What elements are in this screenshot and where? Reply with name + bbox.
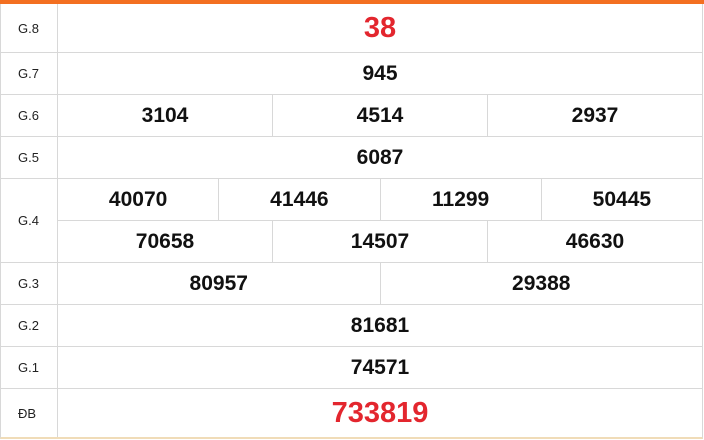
- prize-number: 3104: [141, 103, 189, 127]
- prize-row: G.3 80957 29388: [1, 263, 702, 305]
- prize-values: 945: [58, 53, 702, 94]
- prize-values: 6087: [58, 137, 702, 178]
- prize-label: G.1: [1, 347, 58, 388]
- prize-line: 6087: [58, 137, 702, 178]
- prize-number: 70658: [135, 229, 195, 253]
- top-accent-bar: [0, 0, 704, 4]
- prize-label: G.3: [1, 263, 58, 304]
- prize-values: 81681: [58, 305, 702, 346]
- prize-number: 40070: [108, 187, 168, 211]
- prize-row: G.8 38: [1, 4, 702, 53]
- prize-number: 11299: [379, 179, 541, 220]
- prize-number: 81681: [350, 313, 410, 337]
- prize-row: G.4 40070 41446 11299 50445 70658 14507 46630: [1, 179, 702, 263]
- prize-number: 4514: [272, 95, 487, 136]
- prize-number: 38: [363, 11, 397, 44]
- prize-number: 945: [362, 61, 398, 85]
- prize-line: 733819: [58, 389, 702, 437]
- prize-label: G.8: [1, 4, 58, 52]
- prize-row: G.1 74571: [1, 347, 702, 389]
- prize-row: G.2 81681: [1, 305, 702, 347]
- prize-label: G.5: [1, 137, 58, 178]
- prize-line: 40070 41446 11299 50445: [58, 179, 702, 220]
- prize-number: 50445: [540, 179, 702, 220]
- prize-values: 74571: [58, 347, 702, 388]
- prize-values: 40070 41446 11299 50445 70658 14507 46630: [58, 179, 702, 262]
- prize-values: 3104 4514 2937: [58, 95, 702, 136]
- prize-number: 733819: [331, 396, 429, 429]
- prize-line: 38: [58, 4, 702, 52]
- prize-number: 14507: [272, 221, 487, 262]
- prize-values: 38: [58, 4, 702, 52]
- prize-number: 46630: [487, 221, 702, 262]
- prize-row: G.5 6087: [1, 137, 702, 179]
- prize-row: G.7 945: [1, 53, 702, 95]
- prize-row: ĐB 733819: [1, 389, 702, 437]
- prize-line: 70658 14507 46630: [58, 220, 702, 262]
- prize-line: 81681: [58, 305, 702, 346]
- prize-label: G.2: [1, 305, 58, 346]
- prize-number: 41446: [218, 179, 379, 220]
- prize-line: 74571: [58, 347, 702, 388]
- prize-label: G.6: [1, 95, 58, 136]
- prize-label: G.4: [1, 179, 58, 262]
- prize-number: 2937: [487, 95, 702, 136]
- prize-label: G.7: [1, 53, 58, 94]
- prize-number: 80957: [189, 271, 248, 295]
- prize-number: 29388: [379, 263, 703, 304]
- prize-values: 733819: [58, 389, 702, 437]
- prize-line: 3104 4514 2937: [58, 95, 702, 136]
- prize-line: 945: [58, 53, 702, 94]
- prize-values: 80957 29388: [58, 263, 702, 304]
- prize-line: 80957 29388: [58, 263, 702, 304]
- lottery-results-table: G.8 38 G.7 945 G.6 3104 4514 2937 G.5 6087 G.4 4007…: [0, 4, 703, 439]
- prize-label: ĐB: [1, 389, 58, 437]
- prize-number: 74571: [350, 355, 410, 379]
- prize-row: G.6 3104 4514 2937: [1, 95, 702, 137]
- prize-number: 6087: [356, 145, 404, 169]
